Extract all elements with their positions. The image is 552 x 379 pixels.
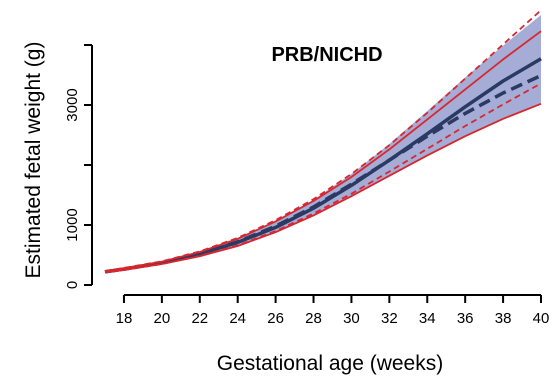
y-axis-title: Estimated fetal weight (g) (22, 42, 45, 279)
x-tick-label: 26 (267, 310, 284, 327)
x-tick-label: 40 (533, 310, 550, 327)
x-tick-label: 18 (116, 310, 133, 327)
x-tick-label: 38 (495, 310, 512, 327)
plot-area (104, 9, 542, 274)
series-line-6 (104, 82, 542, 274)
x-tick-label: 30 (343, 310, 360, 327)
axes: 18 20 22 24 26 28 30 32 34 36 38 40 0 1000 3000 (64, 44, 550, 327)
series-line-2 (104, 74, 542, 274)
x-tick-label: 28 (305, 310, 322, 327)
x-tick-label: 32 (381, 310, 398, 327)
x-tick-label: 22 (191, 310, 208, 327)
x-tick-label: 36 (457, 310, 474, 327)
series-line-3 (104, 102, 542, 274)
y-tick-label: 3000 (64, 88, 81, 121)
y-tick-label: 0 (64, 281, 81, 289)
series-line-4 (104, 30, 542, 273)
x-axis-title: Gestational age (weeks) (217, 352, 443, 375)
series-line-5 (104, 9, 542, 272)
chart-title: PRB/NICHD (271, 44, 382, 66)
y-tick-label: 1000 (64, 208, 81, 241)
x-tick-label: 24 (229, 310, 246, 327)
x-tick-label: 34 (419, 310, 436, 327)
x-tick-label: 20 (154, 310, 171, 327)
